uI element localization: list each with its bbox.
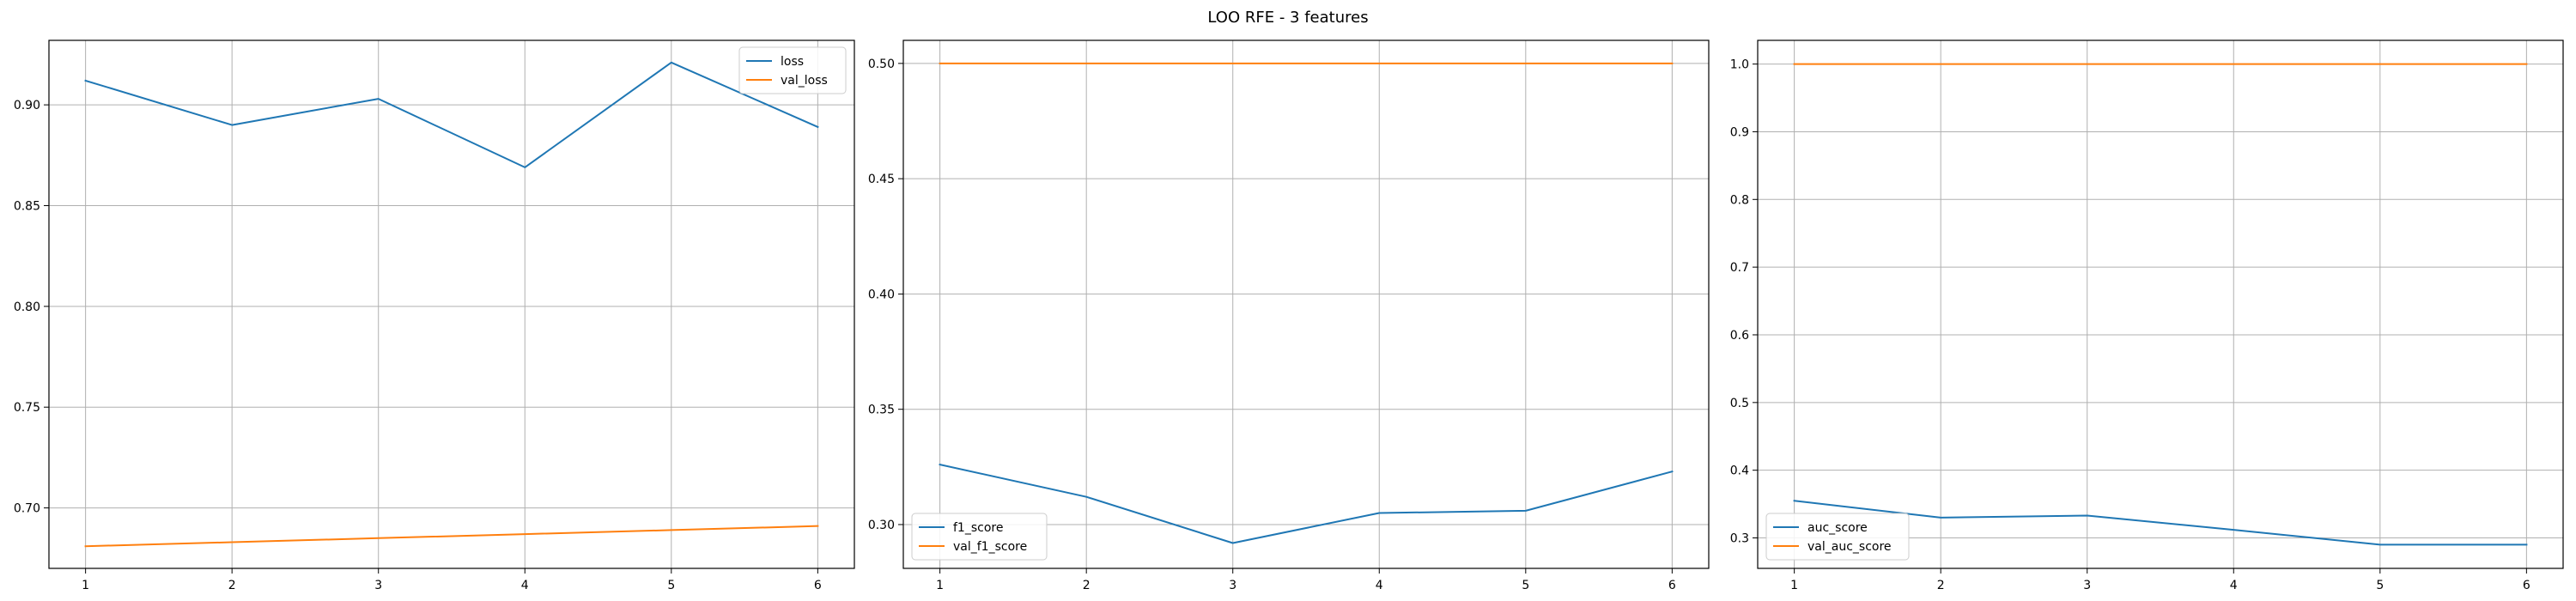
series-line-auc-score (1793, 500, 2528, 546)
x-tick-label: 6 (814, 579, 822, 592)
axes-frame (1757, 39, 2564, 569)
series-line-loss (84, 61, 819, 168)
x-tick-label: 6 (2523, 579, 2530, 592)
legend: auc_score val_auc_score (1765, 513, 1910, 561)
y-tick-label: 0.70 (14, 502, 40, 516)
legend-label: val_loss (781, 74, 828, 88)
legend-box (1765, 513, 1910, 561)
x-tick-label: 6 (1668, 579, 1676, 592)
legend-label: f1_score (953, 521, 1003, 535)
y-tick-label: 0.4 (1730, 464, 1749, 478)
figure-title: LOO RFE - 3 features (1207, 9, 1369, 27)
y-tick-label: 0.50 (868, 58, 895, 71)
x-tick-label: 4 (521, 579, 529, 592)
legend-label: val_auc_score (1807, 540, 1892, 554)
x-tick-label: 1 (936, 579, 944, 592)
legend-box (911, 513, 1048, 561)
axes-frame (48, 39, 855, 569)
y-tick-label: 0.40 (868, 288, 895, 301)
legend-label: loss (781, 55, 804, 69)
x-tick-label: 5 (1522, 579, 1529, 592)
x-tick-label: 2 (228, 579, 236, 592)
y-tick-label: 0.75 (14, 401, 40, 415)
x-tick-label: 4 (1376, 579, 1383, 592)
axes: 1 2 3 4 5 6 0.70 0.75 0.80 0.85 0.90 (14, 39, 855, 592)
x-tick-label: 3 (1229, 579, 1236, 592)
y-tick-label: 0.35 (868, 404, 895, 417)
x-tick-label: 1 (1790, 579, 1798, 592)
y-tick-label: 0.5 (1730, 397, 1749, 410)
series-group (1793, 63, 2528, 546)
series-group (939, 62, 1674, 544)
series-group (84, 61, 819, 548)
y-tick-label: 0.6 (1730, 329, 1749, 343)
x-tick-label: 2 (1937, 579, 1945, 592)
legend: f1_score val_f1_score (911, 513, 1048, 561)
y-tick-label: 0.7 (1730, 261, 1749, 275)
axes: 1 2 3 4 5 6 0.30 0.35 0.40 0.45 0.50 (868, 39, 1710, 592)
y-tick-label: 0.90 (14, 99, 40, 112)
x-tick-label: 2 (1083, 579, 1091, 592)
y-tick-label: 0.30 (868, 519, 895, 532)
y-tick-label: 0.3 (1730, 532, 1749, 546)
y-tick-label: 0.45 (868, 173, 895, 186)
y-tick-label: 0.80 (14, 300, 40, 314)
x-tick-label: 3 (374, 579, 382, 592)
legend-box (738, 46, 847, 94)
x-tick-label: 1 (82, 579, 89, 592)
grid (1758, 40, 2563, 568)
y-tick-label: 0.85 (14, 199, 40, 213)
x-tick-label: 4 (2230, 579, 2238, 592)
x-tick-label: 5 (667, 579, 675, 592)
y-tick-label: 0.8 (1730, 193, 1749, 207)
axes: 1 2 3 4 5 6 0.3 0.4 0.5 0.6 0.7 0.8 0.9 1.0 (1730, 39, 2564, 592)
series-line-f1-score (939, 463, 1674, 544)
legend-label: auc_score (1807, 521, 1868, 535)
grid (49, 40, 854, 568)
x-tick-label: 3 (2083, 579, 2091, 592)
axes-frame (902, 39, 1710, 569)
y-tick-label: 1.0 (1730, 58, 1749, 72)
x-tick-label: 5 (2376, 579, 2384, 592)
legend: loss val_loss (738, 46, 847, 94)
series-line-val-loss (84, 525, 819, 548)
y-tick-label: 0.9 (1730, 125, 1749, 139)
legend-label: val_f1_score (953, 540, 1027, 554)
